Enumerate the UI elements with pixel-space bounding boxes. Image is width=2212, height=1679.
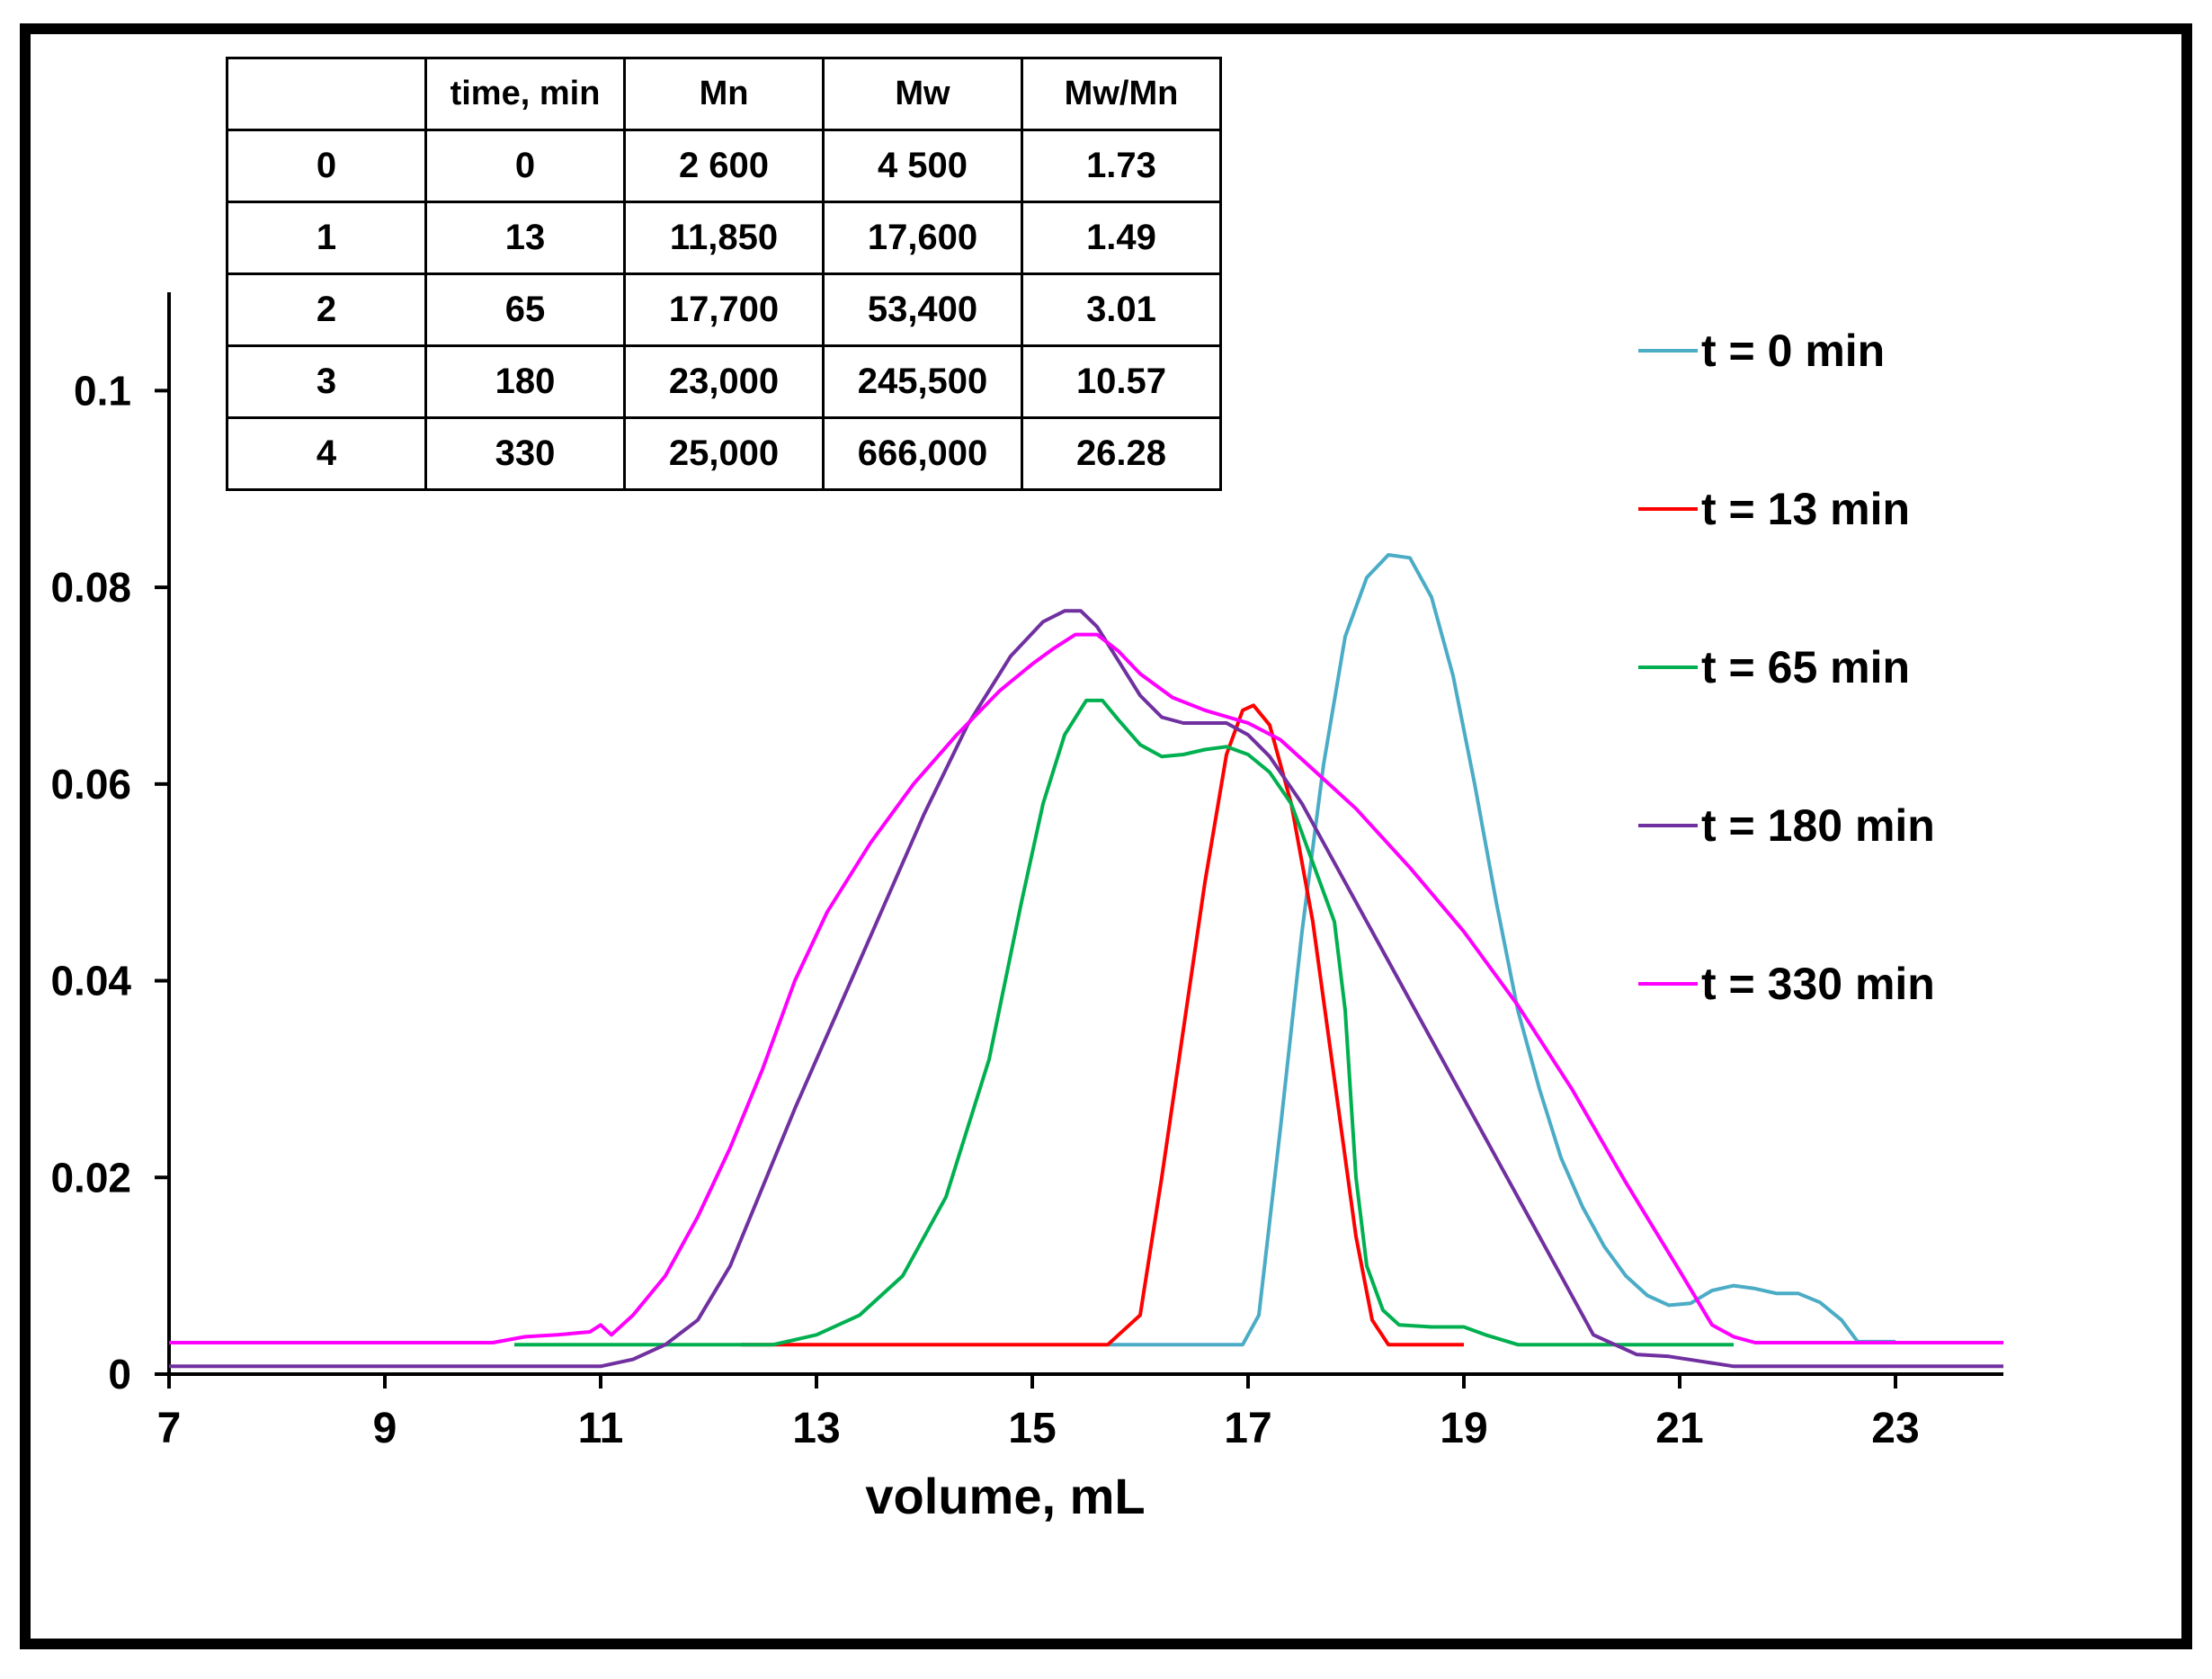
series-line-3 xyxy=(169,609,2003,1369)
y-tick-label: 0.04 xyxy=(50,958,131,1005)
table-cell: 0 xyxy=(424,129,626,203)
table-cell: 25,000 xyxy=(623,416,825,491)
table-cell: 26.28 xyxy=(1021,416,1222,491)
y-tick-label: 0 xyxy=(108,1351,131,1398)
table-cell: 3.01 xyxy=(1021,272,1222,347)
series-line-1 xyxy=(741,703,1464,1347)
table-header-cell: time, min xyxy=(424,57,626,131)
x-tick-label: 11 xyxy=(578,1405,624,1452)
table-cell: 245,500 xyxy=(822,344,1023,419)
table-header-cell: Mn xyxy=(623,57,825,131)
table-cell: 1.73 xyxy=(1021,129,1222,203)
y-tick-label: 0.1 xyxy=(74,367,131,414)
x-tick-label: 13 xyxy=(792,1405,840,1452)
legend-label: t = 180 min xyxy=(1701,800,1935,851)
legend-label: t = 65 min xyxy=(1701,642,1910,692)
table-cell: 53,400 xyxy=(822,272,1023,347)
series-line-0 xyxy=(1108,553,1895,1347)
series-lines xyxy=(169,553,2003,1369)
x-tick-label: 23 xyxy=(1871,1405,1919,1452)
table-row: 4 330 25,000 666,000 26.28 xyxy=(226,416,1222,491)
table-cell: 65 xyxy=(424,272,626,347)
table-header-cell: Mw/Mn xyxy=(1021,57,1222,131)
x-tick-label: 21 xyxy=(1655,1405,1703,1452)
table-cell: 666,000 xyxy=(822,416,1023,491)
table-row: 1 13 11,850 17,600 1.49 xyxy=(226,201,1222,275)
series-line-2 xyxy=(514,698,1734,1347)
y-tick-label: 0.02 xyxy=(50,1154,131,1201)
table-cell: 3 xyxy=(226,344,427,419)
x-tick-label: 15 xyxy=(1008,1405,1056,1452)
legend-label: t = 0 min xyxy=(1701,326,1885,376)
series-line-4 xyxy=(169,632,2003,1344)
table-cell: 4 xyxy=(226,416,427,491)
y-tick-label: 0.08 xyxy=(50,564,131,611)
x-tick-label: 9 xyxy=(373,1405,397,1452)
table-cell: 4 500 xyxy=(822,129,1023,203)
table-header-row: time, min Mn Mw Mw/Mn xyxy=(226,57,1222,131)
table-cell: 17,600 xyxy=(822,201,1023,275)
table-header-cell: Mw xyxy=(822,57,1023,131)
table-cell: 1 xyxy=(226,201,427,275)
legend-label: t = 13 min xyxy=(1701,484,1910,534)
table-cell: 13 xyxy=(424,201,626,275)
table-cell: 0 xyxy=(226,129,427,203)
table-row: 2 65 17,700 53,400 3.01 xyxy=(226,272,1222,347)
x-tick-label: 7 xyxy=(157,1405,182,1452)
table-cell: 1.49 xyxy=(1021,201,1222,275)
legend: t = 0 min t = 13 min t = 65 min t = 180 min… xyxy=(1638,326,1935,1009)
table-header-cell xyxy=(226,57,427,131)
x-axis-title: volume, mL xyxy=(865,1468,1145,1524)
x-tick-label: 17 xyxy=(1224,1405,1271,1452)
table-cell: 180 xyxy=(424,344,626,419)
table-cell: 2 xyxy=(226,272,427,347)
y-tick-label: 0.06 xyxy=(50,761,131,808)
table-cell: 23,000 xyxy=(623,344,825,419)
x-tick-label: 19 xyxy=(1440,1405,1487,1452)
table-cell: 17,700 xyxy=(623,272,825,347)
table-cell: 330 xyxy=(424,416,626,491)
table-row: 3 180 23,000 245,500 10.57 xyxy=(226,344,1222,419)
axes: 7 9 11 13 15 17 19 21 23 0 0.02 0.04 0.06 0.08 0.1 xyxy=(50,292,2003,1452)
legend-label: t = 330 min xyxy=(1701,959,1935,1009)
table-cell: 10.57 xyxy=(1021,344,1222,419)
table-cell: 11,850 xyxy=(623,201,825,275)
table-cell: 2 600 xyxy=(623,129,825,203)
